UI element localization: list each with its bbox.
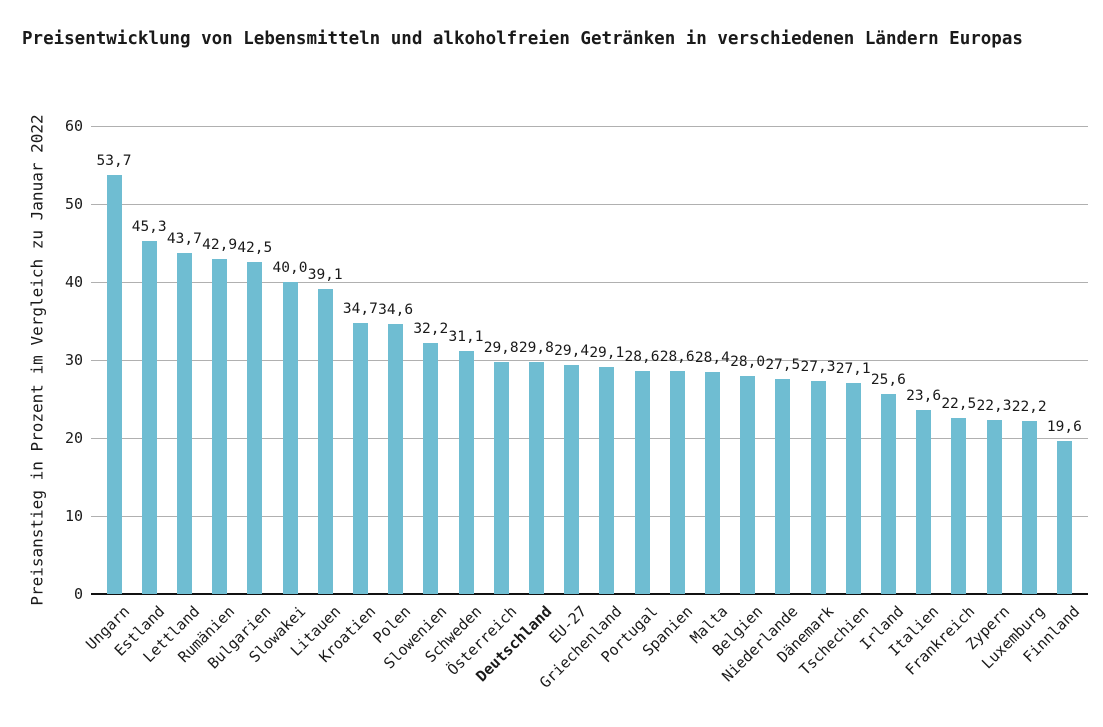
bar xyxy=(1021,421,1037,594)
bar-value-label: 27,5 xyxy=(765,357,801,373)
bar-value-label: 28,4 xyxy=(694,350,730,366)
bar-value-label: 34,7 xyxy=(342,301,378,317)
bar-value-label: 29,1 xyxy=(589,345,625,361)
bar xyxy=(810,381,826,594)
bar-value-label: 22,3 xyxy=(976,398,1012,414)
bar-value-label: 43,7 xyxy=(166,231,202,247)
bar-value-label: 28,6 xyxy=(624,349,660,365)
bar xyxy=(212,259,228,594)
bar-value-label: 22,5 xyxy=(941,396,977,412)
y-tick-label: 20 xyxy=(64,429,83,447)
bar-value-label: 29,8 xyxy=(483,340,519,356)
bar xyxy=(141,241,157,594)
y-tick-label: 50 xyxy=(64,195,83,213)
bar-value-label: 45,3 xyxy=(131,219,167,235)
bar-value-label: 22,2 xyxy=(1011,399,1047,415)
bar xyxy=(106,175,122,594)
bar-value-label: 42,5 xyxy=(237,240,273,256)
bar xyxy=(388,324,404,594)
y-tick-label: 60 xyxy=(64,117,83,135)
y-tick-label: 10 xyxy=(64,507,83,525)
bar xyxy=(528,362,544,594)
bar xyxy=(669,371,685,594)
bar xyxy=(880,394,896,594)
bar xyxy=(704,372,720,594)
x-axis-line xyxy=(91,593,1088,595)
bar-value-label: 27,3 xyxy=(800,359,836,375)
bar-value-label: 28,0 xyxy=(730,354,766,370)
bar xyxy=(775,379,791,594)
bar xyxy=(564,365,580,594)
bar xyxy=(282,282,298,594)
bar xyxy=(352,323,368,594)
bar-value-label: 53,7 xyxy=(96,153,132,169)
bar-value-label: 29,4 xyxy=(554,343,590,359)
bar-value-label: 28,6 xyxy=(659,349,695,365)
gridline xyxy=(91,282,1088,283)
y-tick-label: 30 xyxy=(64,351,83,369)
bar xyxy=(916,410,932,594)
bar xyxy=(599,367,615,594)
bar-value-label: 23,6 xyxy=(906,388,942,404)
bar xyxy=(951,418,967,594)
bar-value-label: 32,2 xyxy=(413,321,449,337)
bar-value-label: 19,6 xyxy=(1046,419,1082,435)
bar xyxy=(247,262,263,594)
bar xyxy=(176,253,192,594)
chart-title: Preisentwicklung von Lebensmitteln und a… xyxy=(22,29,1023,49)
bar-value-label: 25,6 xyxy=(870,372,906,388)
bar xyxy=(317,289,333,594)
bar-value-label: 27,1 xyxy=(835,361,871,377)
bar xyxy=(634,371,650,594)
bar-value-label: 42,9 xyxy=(202,237,238,253)
bar xyxy=(458,351,474,594)
bar-value-label: 40,0 xyxy=(272,260,308,276)
bar xyxy=(1056,441,1072,594)
bar xyxy=(845,383,861,594)
bar xyxy=(493,362,509,594)
gridline xyxy=(91,516,1088,517)
gridline xyxy=(91,438,1088,439)
bar-value-label: 39,1 xyxy=(307,267,343,283)
bar xyxy=(986,420,1002,594)
gridline xyxy=(91,204,1088,205)
gridline xyxy=(91,126,1088,127)
bar xyxy=(423,343,439,594)
bar-value-label: 31,1 xyxy=(448,329,484,345)
y-tick-label: 40 xyxy=(64,273,83,291)
bar-value-label: 29,8 xyxy=(518,340,554,356)
y-tick-label: 0 xyxy=(73,585,83,603)
gridline xyxy=(91,360,1088,361)
bar-value-label: 34,6 xyxy=(378,302,414,318)
bar xyxy=(740,376,756,594)
